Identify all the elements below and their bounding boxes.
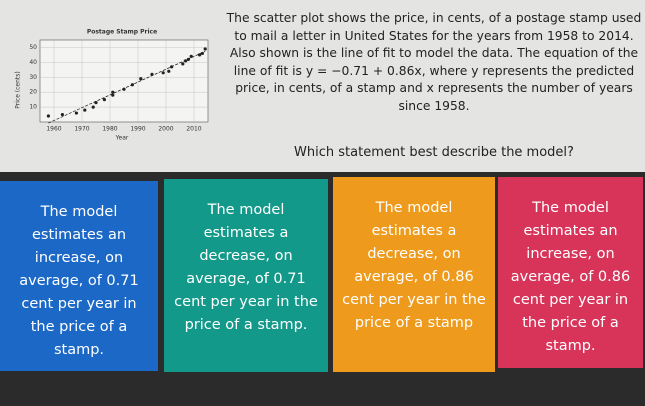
y-tick-label: 50 bbox=[29, 44, 37, 51]
point bbox=[102, 98, 106, 102]
x-tick-label: 1990 bbox=[130, 126, 145, 133]
answer-tile[interactable]: The model estimates an increase, on aver… bbox=[498, 177, 643, 368]
scatter-chart: Postage Stamp Price Year Price (cents) 1… bbox=[15, 29, 209, 142]
x-tick-label: 2000 bbox=[158, 126, 173, 133]
x-tick-label: 1960 bbox=[46, 126, 61, 133]
point bbox=[161, 71, 165, 75]
point bbox=[170, 65, 174, 69]
answer-tile[interactable]: The model estimates an increase, on aver… bbox=[0, 181, 158, 371]
x-tick-label: 1980 bbox=[102, 126, 117, 133]
point bbox=[184, 59, 188, 63]
y-tick-label: 10 bbox=[29, 104, 37, 111]
point bbox=[200, 51, 204, 56]
answer-text: The model estimates a decrease, on avera… bbox=[174, 202, 318, 333]
point bbox=[181, 62, 185, 66]
y-axis-label: Price (cents) bbox=[15, 71, 22, 109]
point bbox=[130, 83, 134, 87]
point bbox=[111, 93, 115, 97]
question-panel: Postage Stamp Price Year Price (cents) 1… bbox=[0, 0, 645, 172]
answer-text: The model estimates an increase, on aver… bbox=[19, 204, 139, 358]
answer-tile[interactable]: The model estimates a decrease, on avera… bbox=[164, 179, 328, 372]
x-axis-label: Year bbox=[115, 135, 129, 142]
x-tick-label: 2010 bbox=[186, 126, 201, 133]
point bbox=[150, 72, 154, 76]
point bbox=[122, 87, 126, 91]
line-of-fit bbox=[48, 50, 206, 124]
answer-tile[interactable]: The model estimates a decrease, on avera… bbox=[333, 177, 495, 372]
x-tick-label: 1970 bbox=[74, 126, 89, 133]
answer-text: The model estimates an increase, on aver… bbox=[510, 200, 631, 354]
point bbox=[167, 69, 171, 73]
point bbox=[203, 47, 207, 51]
point bbox=[111, 90, 115, 94]
y-tick-label: 40 bbox=[29, 59, 37, 66]
point bbox=[74, 111, 78, 115]
point bbox=[186, 57, 190, 61]
question-text: The scatter plot shows the price, in cen… bbox=[226, 11, 642, 113]
point bbox=[189, 54, 193, 59]
y-tick-label: 30 bbox=[29, 74, 37, 81]
point bbox=[94, 101, 98, 105]
point bbox=[83, 108, 87, 112]
point bbox=[46, 114, 51, 118]
point bbox=[60, 112, 64, 117]
plot-area bbox=[39, 39, 209, 123]
question-ask: Which statement best describe the model? bbox=[294, 145, 574, 160]
answer-text: The model estimates a decrease, on avera… bbox=[342, 200, 486, 331]
chart-title: Postage Stamp Price bbox=[87, 29, 157, 36]
point bbox=[91, 105, 95, 109]
point bbox=[139, 77, 143, 81]
point bbox=[198, 53, 202, 57]
y-tick-label: 20 bbox=[29, 89, 37, 96]
